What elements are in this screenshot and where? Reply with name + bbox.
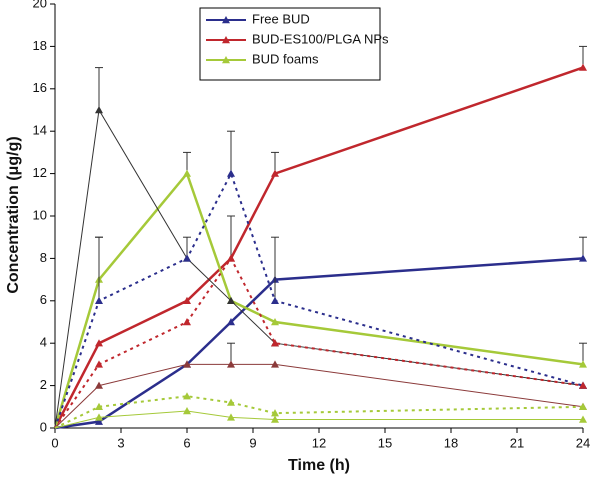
point-marker: [227, 413, 235, 421]
legend-label: Free BUD: [252, 11, 310, 26]
point-marker: [227, 169, 235, 177]
y-tick-label: 16: [33, 80, 47, 95]
point-marker: [227, 318, 235, 326]
x-tick-label: 21: [510, 435, 524, 450]
y-tick-label: 6: [40, 292, 47, 307]
series-line: [54, 395, 584, 429]
point-marker: [227, 398, 235, 406]
point-marker: [579, 254, 587, 262]
point-marker: [95, 339, 103, 347]
y-tick-label: 14: [33, 123, 47, 138]
point-marker: [271, 409, 279, 417]
error-bar: [95, 67, 103, 110]
point-marker: [227, 360, 235, 368]
x-tick-label: 12: [312, 435, 326, 450]
series-line: [54, 257, 584, 430]
series-line: [53, 66, 584, 429]
point-marker: [579, 402, 587, 410]
point-marker: [183, 407, 191, 415]
series-line: [54, 256, 584, 429]
point-marker: [183, 392, 191, 400]
y-tick-label: 18: [33, 38, 47, 53]
series-line: [54, 363, 584, 429]
point-marker: [271, 169, 279, 177]
y-tick-label: 10: [33, 207, 47, 222]
y-tick-label: 0: [40, 419, 47, 434]
error-bar: [227, 130, 235, 174]
x-axis-label: Time (h): [288, 457, 350, 474]
point-marker: [183, 254, 191, 262]
x-tick-label: 18: [444, 435, 458, 450]
y-axis-label: Concentration (μg/g): [5, 136, 22, 293]
point-marker: [95, 360, 103, 368]
y-tick-label: 4: [40, 335, 47, 350]
point-marker: [271, 339, 279, 347]
legend-marker: [222, 16, 230, 24]
x-tick-label: 24: [576, 435, 590, 450]
point-marker: [579, 360, 587, 368]
legend-label: BUD-ES100/PLGA NPs: [252, 31, 389, 46]
point-marker: [227, 254, 235, 262]
legend-marker: [222, 36, 230, 44]
point-marker: [271, 318, 279, 326]
point-marker: [183, 296, 191, 304]
error-bar: [95, 236, 103, 301]
error-bar: [271, 236, 279, 301]
point-marker: [579, 415, 587, 423]
point-marker: [271, 296, 279, 304]
series-line: [53, 171, 584, 429]
x-tick-label: 0: [51, 435, 58, 450]
legend-marker: [222, 56, 230, 64]
point-marker: [95, 296, 103, 304]
point-marker: [95, 106, 103, 114]
x-tick-label: 15: [378, 435, 392, 450]
x-tick-label: 3: [117, 435, 124, 450]
point-marker: [579, 63, 587, 71]
point-marker: [183, 169, 191, 177]
point-marker: [95, 413, 103, 421]
y-tick-label: 12: [33, 165, 47, 180]
point-marker: [579, 381, 587, 389]
point-marker: [95, 381, 103, 389]
series-line: [54, 171, 584, 429]
point-marker: [227, 296, 235, 304]
point-marker: [95, 402, 103, 410]
x-tick-label: 6: [183, 435, 190, 450]
y-tick-label: 20: [33, 0, 47, 10]
error-bar: [227, 215, 235, 259]
series-line: [54, 410, 583, 429]
y-tick-label: 8: [40, 250, 47, 265]
point-marker: [95, 417, 103, 425]
point-marker: [271, 360, 279, 368]
legend-label: BUD foams: [252, 51, 319, 66]
x-tick-label: 9: [249, 435, 256, 450]
point-marker: [271, 415, 279, 423]
point-marker: [183, 318, 191, 326]
y-tick-label: 2: [40, 377, 47, 392]
point-marker: [183, 360, 191, 368]
